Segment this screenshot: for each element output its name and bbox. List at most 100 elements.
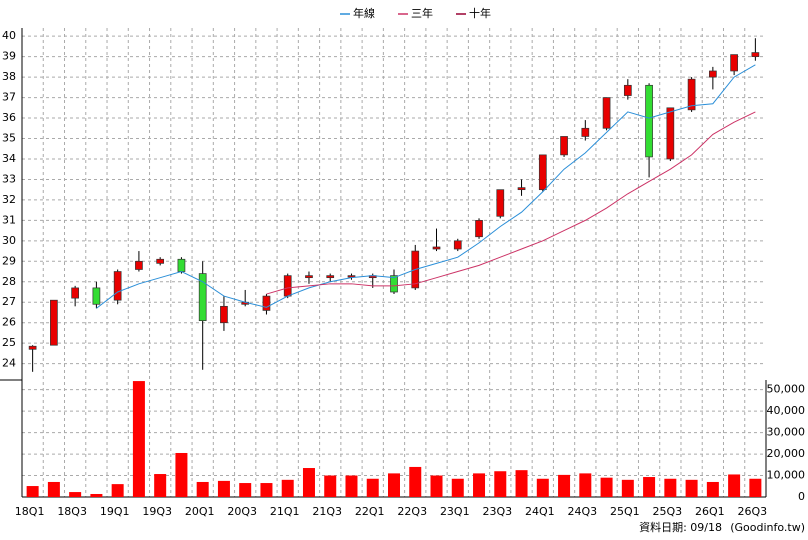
volume-bar [749,478,762,497]
candle-body [347,275,356,278]
candle-body [198,273,207,322]
candle-body [156,258,165,264]
x-tick-label: 22Q1 [355,505,385,518]
candle-body [623,84,632,96]
y2-tick-label: 30,000 [767,426,806,439]
volume-bar [217,480,230,497]
candle-body [581,127,590,137]
volume-bar [600,477,613,497]
x-tick-label: 24Q3 [567,505,597,518]
y-tick-label: 30 [2,234,16,247]
volume-bar [494,471,507,497]
y-tick-label: 26 [2,316,16,329]
candle-body [538,154,547,191]
y-tick-label: 31 [2,213,16,226]
volume-bar [728,474,741,497]
volume-bar [132,381,145,497]
y2-tick-label: 40,000 [767,404,806,417]
volume-bar [281,479,294,497]
x-tick-label: 21Q3 [312,505,342,518]
volume-bar [685,479,698,497]
volume-bar [643,477,656,497]
candle-body [645,84,653,158]
x-tick-label: 26Q3 [738,505,768,518]
candle-body [453,240,462,250]
y2-tick-label: 10,000 [767,469,806,482]
x-tick-label: 23Q1 [440,505,470,518]
x-tick-label: 20Q3 [227,505,257,518]
volume-bar [324,475,337,497]
x-tick-label: 19Q3 [142,505,172,518]
volume-bar [430,475,443,497]
x-tick-label: 24Q1 [525,505,555,518]
volume-bar [26,486,39,497]
y-tick-label: 25 [2,336,16,349]
volume-bar [90,493,103,497]
y-tick-label: 37 [2,91,16,104]
x-tick-label: 18Q1 [15,505,45,518]
line-series [266,111,756,295]
x-tick-label: 23Q3 [482,505,512,518]
volume-bar [260,483,273,497]
candle-body [432,246,441,250]
x-tick-label: 18Q3 [57,505,87,518]
candle-body [135,260,143,270]
candle-body [687,78,696,111]
candle-body [751,52,760,58]
volume-bar [515,470,528,497]
candle-body [113,271,122,301]
y-tick-label: 29 [2,254,16,267]
volume-bar [388,473,400,497]
y-tick-label: 28 [2,275,16,288]
candle-body [390,275,398,293]
candle-body [730,54,738,72]
y-tick-label: 35 [2,132,16,145]
footer-source: (Goodinfo.tw) [730,521,805,534]
candle-body [220,305,228,324]
candle-body [50,299,58,346]
y-tick-label: 39 [2,50,16,63]
candle-body [71,287,79,299]
legend-label: 三年 [411,6,433,20]
y-tick-label: 34 [2,152,16,165]
volume-bar [366,478,379,497]
volume-bar [239,483,252,497]
volume-bar [558,474,571,497]
volume-bar [111,484,124,497]
y2-tick-label: 0 [798,490,805,503]
y-tick-label: 40 [2,29,16,42]
volume-bar [579,473,592,497]
legend-label: 年線 [353,6,375,20]
y2-tick-label: 50,000 [767,383,806,396]
y-tick-label: 38 [2,70,16,83]
x-tick-label: 19Q1 [100,505,130,518]
volume-bar [473,473,486,497]
volume-bar [345,475,358,497]
candle-body [283,275,292,297]
candle-body [92,287,101,305]
volume-bar [302,468,315,497]
volume-bar [706,481,719,497]
volume-bar [536,478,549,497]
volume-bar [409,466,422,497]
x-tick-label: 25Q3 [653,505,683,518]
volume-bar [451,478,464,497]
candle-body [28,345,37,350]
candle-body [475,220,483,238]
candle-body [517,187,526,191]
y-tick-label: 36 [2,111,16,124]
x-tick-label: 25Q1 [610,505,640,518]
footer-date: 資料日期: 09/18 [639,520,722,534]
candle-body [305,275,313,279]
candle-body [666,107,675,160]
y-tick-label: 33 [2,172,16,185]
volume-bar [175,452,188,497]
candle-body [602,97,611,129]
volume-bar [196,481,209,497]
candle-body [560,136,568,156]
legend-label: 十年 [469,6,491,20]
x-tick-label: 21Q1 [270,505,300,518]
volume-bar [69,492,82,497]
